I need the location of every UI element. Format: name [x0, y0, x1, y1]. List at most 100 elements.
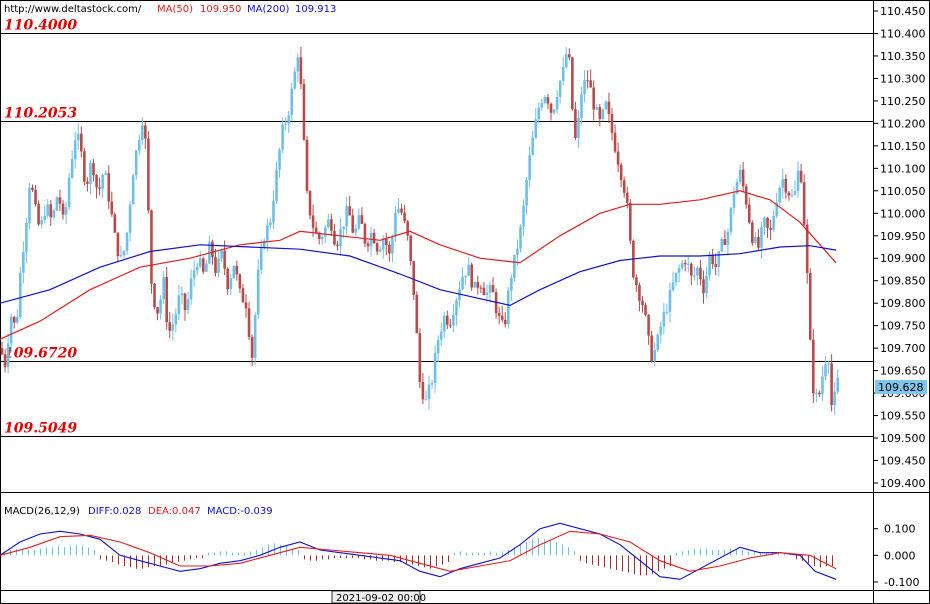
macd-tick-label: 0.000 [884, 549, 916, 562]
candle-body [95, 174, 98, 188]
candle-body [141, 125, 144, 141]
candle-body [824, 364, 827, 377]
candle-body [320, 236, 324, 239]
time-cursor-label: 2021-09-02 00:00 [331, 590, 426, 604]
candle-body [76, 133, 80, 141]
time-label-text: 2021-09-02 00:00 [336, 593, 426, 604]
candle-body [177, 295, 181, 314]
candle-body [613, 132, 617, 152]
price-tick-label: 109.500 [880, 432, 926, 445]
candle-body [418, 333, 422, 382]
candle-body [507, 290, 510, 325]
candle-body [165, 277, 168, 323]
candle-body [253, 314, 257, 358]
candle-body [266, 225, 269, 241]
price-tick-label: 110.300 [880, 72, 926, 85]
candle-body [0, 348, 4, 355]
candle-body [604, 101, 608, 110]
candle-body [375, 243, 379, 252]
candle-body [470, 264, 473, 288]
candle-body [519, 226, 522, 249]
candle-body [610, 114, 614, 133]
candle-body [802, 182, 806, 225]
level-label: 109.5049 [4, 421, 77, 437]
candle-body [9, 316, 13, 344]
candle-body [381, 238, 385, 250]
candle-body [766, 217, 769, 228]
candle-body [400, 208, 403, 213]
candle-body [711, 254, 714, 265]
candle-body [662, 312, 666, 327]
candle-body [601, 109, 605, 119]
macd-value: MACD:-0.039 [207, 506, 273, 517]
price-tick-label: 110.050 [880, 185, 926, 198]
candle-body [137, 140, 141, 151]
candle-body [525, 180, 528, 206]
price-tag-background [875, 380, 927, 394]
candle-body [598, 107, 602, 119]
candle-body [104, 173, 107, 175]
macd-dea-value: DEA:0.047 [148, 506, 201, 517]
candle-body [757, 237, 760, 248]
candle-body [641, 300, 644, 306]
candle-body [433, 353, 437, 383]
candlesticks [0, 46, 839, 416]
time-label-box [331, 590, 421, 604]
candle-body [89, 163, 92, 184]
ma200-value: 109.913 [295, 4, 336, 15]
candle-body [558, 80, 562, 97]
price-tick-label: 109.750 [880, 320, 926, 333]
candle-body [473, 281, 477, 288]
price-tick-label: 109.900 [880, 252, 926, 265]
candle-body [80, 133, 83, 152]
candle-body [55, 197, 59, 211]
candle-body [747, 204, 751, 223]
candle-body [531, 137, 534, 156]
candle-body [223, 250, 226, 269]
ma50-line [0, 190, 837, 340]
candle-body [754, 237, 757, 243]
candle-body [183, 293, 187, 310]
candle-body [296, 57, 300, 72]
candle-body [555, 96, 559, 110]
candle-body [690, 263, 693, 276]
candle-body [281, 124, 284, 150]
candle-body [290, 88, 294, 116]
price-tick-label: 110.000 [880, 207, 926, 220]
candle-body [680, 263, 684, 269]
candle-body [452, 315, 455, 326]
candle-body [244, 302, 248, 309]
price-tag-value: 109.628 [878, 381, 924, 394]
candle-body [37, 204, 40, 225]
candle-body [656, 334, 660, 351]
candle-body [388, 244, 391, 254]
candle-body [818, 392, 821, 395]
candle-body [235, 265, 239, 275]
candle-body [653, 350, 656, 362]
candle-body [302, 83, 306, 140]
candle-body [781, 178, 785, 188]
candle-body [58, 197, 62, 204]
candle-body [442, 315, 446, 332]
candle-body [131, 175, 135, 205]
candle-body [19, 272, 22, 317]
candle-body [40, 220, 43, 225]
level-label: 110.2053 [4, 106, 77, 122]
price-tick-label: 109.650 [880, 365, 926, 378]
candle-body [488, 285, 492, 293]
candle-body [455, 300, 458, 316]
candle-body [650, 335, 653, 362]
candle-body [3, 354, 7, 367]
candle-body [622, 180, 626, 193]
candle-body [278, 149, 281, 170]
candle-body [101, 174, 104, 189]
candle-body [812, 339, 815, 394]
candle-body [25, 222, 28, 253]
candle-body [287, 115, 290, 124]
candle-body [214, 257, 217, 274]
candle-body [805, 224, 809, 274]
candle-body [671, 282, 675, 291]
candle-body [668, 290, 672, 312]
price-tick-label: 110.250 [880, 95, 926, 108]
candle-body [436, 339, 440, 354]
